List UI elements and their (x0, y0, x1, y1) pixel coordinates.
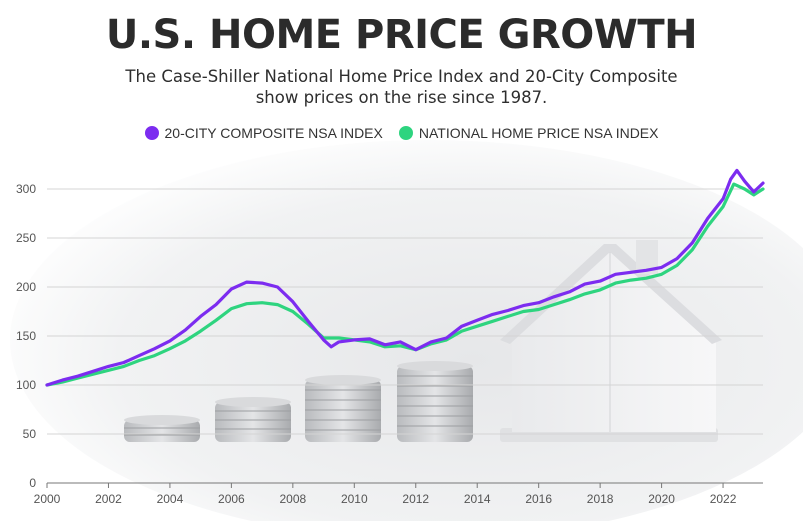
coin-stack-2 (215, 397, 291, 442)
y-tick-label-100: 100 (16, 378, 36, 392)
y-tick-label-250: 250 (16, 231, 36, 245)
x-tick-label-2004: 2004 (157, 492, 184, 506)
x-tick-label-2018: 2018 (587, 492, 614, 506)
x-tick-label-2022: 2022 (710, 492, 737, 506)
legend-label-national: NATIONAL HOME PRICE NSA INDEX (418, 125, 659, 141)
x-tick-label-2012: 2012 (402, 492, 429, 506)
y-tick-label-150: 150 (16, 329, 36, 343)
x-tick-label-2008: 2008 (279, 492, 306, 506)
x-tick-label-2006: 2006 (218, 492, 245, 506)
x-axis-ticks: 2000 2002 2004 2006 2008 2010 2012 2014 2016 2018… (34, 483, 737, 506)
coin-stack-1 (124, 415, 200, 442)
coin-stack-4 (397, 361, 473, 442)
grid-lines (47, 188, 763, 435)
legend-dot-20city (144, 126, 159, 140)
legend-label-20city: 20-CITY COMPOSITE NSA INDEX (164, 125, 383, 141)
coin-stack-3 (305, 375, 381, 442)
background-image (10, 140, 803, 521)
x-tick-label-2020: 2020 (648, 492, 675, 506)
legend-dot-national (398, 126, 413, 140)
legend-item-national: NATIONAL HOME PRICE NSA INDEX (398, 125, 659, 141)
y-axis: 0 50 100 150 200 250 300 (16, 182, 36, 490)
x-tick-label-2010: 2010 (341, 492, 368, 506)
y-tick-label-300: 300 (16, 182, 36, 196)
chart-subtitle: The Case-Shiller National Home Price Ind… (0, 66, 803, 108)
chart-legend: 20-CITY COMPOSITE NSA INDEX NATIONAL HOM… (0, 125, 803, 141)
series-lines (45, 168, 765, 387)
subtitle-line-2: show prices on the rise since 1987. (255, 88, 548, 107)
x-tick-label-2000: 2000 (34, 492, 61, 506)
y-tick-label-200: 200 (16, 280, 36, 294)
x-tick-label-2016: 2016 (525, 492, 552, 506)
subtitle-line-1: The Case-Shiller National Home Price Ind… (125, 67, 678, 86)
x-tick-label-2014: 2014 (464, 492, 491, 506)
x-tick-label-2002: 2002 (95, 492, 122, 506)
series-line-20city (45, 168, 765, 387)
chart-title: U.S. HOME PRICE GROWTH (105, 12, 698, 58)
y-tick-label-50: 50 (23, 427, 37, 441)
legend-item-20city: 20-CITY COMPOSITE NSA INDEX (144, 125, 383, 141)
y-tick-label-0: 0 (29, 476, 36, 490)
